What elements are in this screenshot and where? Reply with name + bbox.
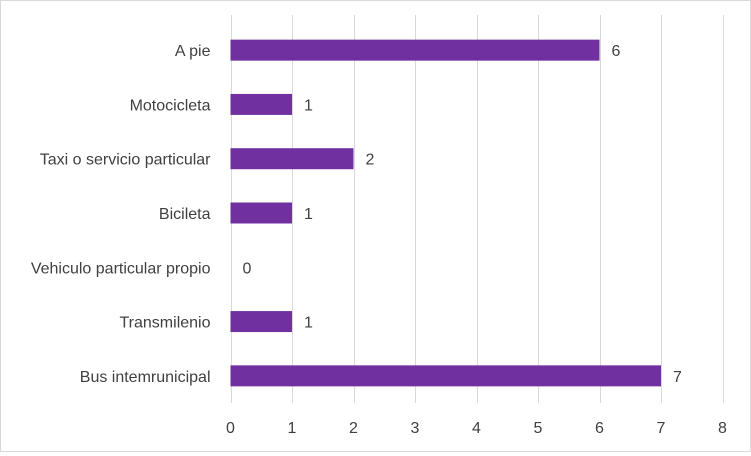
data-label: 1 (304, 206, 313, 223)
bar (230, 148, 354, 170)
x-tick-label: 6 (595, 420, 604, 437)
data-label: 1 (304, 97, 313, 114)
data-label: 1 (304, 315, 313, 332)
x-tick-label: 7 (657, 420, 666, 437)
x-tick-label: 0 (226, 420, 235, 437)
x-tick-label: 5 (534, 420, 543, 437)
category-label: A pie (175, 43, 211, 60)
bar (230, 365, 661, 387)
gridlines (231, 15, 724, 403)
x-tick-label: 8 (718, 420, 727, 437)
bar (230, 93, 292, 115)
category-label: Transmilenio (120, 315, 211, 332)
category-label: Bus intemrunicipal (80, 369, 211, 386)
data-labels: 6 1 2 1 0 1 7 (243, 43, 683, 386)
x-tick-label: 2 (349, 420, 358, 437)
bar (230, 311, 292, 333)
x-tick-label: 1 (288, 420, 297, 437)
category-label: Vehiculo particular propio (31, 260, 211, 277)
data-label: 2 (366, 152, 375, 169)
bar (230, 202, 292, 224)
category-label: Motocicleta (130, 97, 211, 114)
category-labels: A pie Motocicleta Taxi o servicio particul… (31, 43, 211, 386)
data-label: 7 (673, 369, 682, 386)
category-label: Taxi o servicio particular (40, 152, 211, 169)
x-axis-tick-labels: 0 1 2 3 4 5 6 7 8 (226, 420, 727, 437)
bars (230, 39, 661, 387)
bar (230, 39, 600, 61)
x-tick-label: 4 (472, 420, 481, 437)
data-label: 6 (612, 43, 621, 60)
x-tick-label: 3 (411, 420, 420, 437)
category-label: Bicileta (159, 206, 211, 223)
data-label: 0 (243, 260, 252, 277)
